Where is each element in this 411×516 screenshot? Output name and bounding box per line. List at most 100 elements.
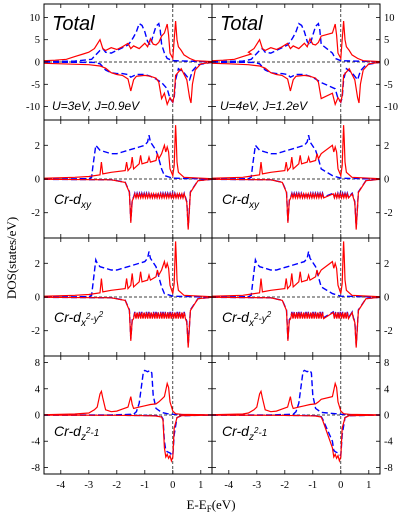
blue-spin-up-series [212, 251, 380, 298]
orbital-label-main: Cr-d [222, 309, 250, 325]
y-tick-label: 0 [35, 293, 40, 304]
orbital-label-mid: -y [258, 314, 267, 325]
red-spin-up-series [212, 241, 380, 298]
blue-spin-up-series [44, 369, 212, 416]
panel-dxy-1: -2 0 2 Cr-dxy [31, 119, 213, 239]
orbital-label-main: Cr-d [222, 191, 250, 207]
orbital-label-sub: xy [80, 200, 92, 211]
y-tick-label: -2 [384, 326, 393, 337]
orbital-label-sup: 2 [253, 426, 259, 435]
y-tick-label: 2 [384, 259, 389, 270]
red-spin-up-series [212, 125, 380, 180]
blue-spin-up-series [212, 135, 380, 180]
blue-spin-down-series [212, 414, 380, 458]
orbital-label-sub: xy [248, 200, 260, 211]
orbital-label-mid: -y [90, 314, 99, 325]
orbital-label-dx2y2: Cr-dx2-y2 [54, 309, 104, 329]
red-spin-up-series [44, 381, 212, 416]
series-group [212, 369, 380, 463]
red-spin-down-series [212, 296, 380, 348]
y-tick-label: 0 [35, 411, 40, 422]
y-tick-label: -2 [384, 208, 393, 219]
orbital-label-sub: x [80, 318, 87, 329]
series-group [44, 125, 212, 230]
red-spin-up-series [212, 20, 380, 63]
y-tick-label: 10 [30, 13, 41, 24]
series-group [44, 20, 212, 107]
x-axis-title-sub: F [207, 504, 212, 514]
blue-spin-up-series [44, 135, 212, 180]
orbital-label-dx2y2: Cr-dx2-y2 [222, 309, 272, 329]
y-tick-label: 4 [384, 384, 390, 395]
x-tick-label: 0 [170, 480, 175, 491]
x-tick-label: -4 [56, 480, 65, 491]
y-tick-label: 2 [35, 141, 40, 152]
orbital-label-dxy: Cr-dxy [222, 191, 260, 211]
orbital-label-tail: -1 [258, 428, 267, 439]
y-tick-label: 2 [35, 259, 40, 270]
y-tick-label: 8 [35, 358, 40, 369]
y-tick-label: 0 [35, 175, 40, 186]
y-tick-label: 8 [384, 358, 389, 369]
red-spin-down-series [212, 178, 380, 230]
x-tick-label: -1 [308, 480, 317, 491]
x-tick-label: 1 [366, 480, 371, 491]
y-tick-label: 5 [384, 35, 389, 46]
red-spin-down-series [44, 178, 212, 230]
orbital-label-sup: 2 [98, 310, 104, 319]
y-tick-label: -10 [26, 102, 40, 113]
y-tick-label: -2 [31, 208, 40, 219]
series-group [44, 369, 212, 463]
blue-spin-up-series [212, 369, 380, 416]
y-tick-label: 5 [35, 35, 40, 46]
y-tick-label: 0 [384, 411, 389, 422]
orbital-label-sub: z [80, 432, 86, 443]
x-axis-title-unit: (eV) [212, 497, 236, 512]
orbital-label-sup: 2 [85, 312, 91, 321]
red-spin-down-series [212, 414, 380, 463]
red-spin-down-series [212, 61, 380, 107]
y-tick-label: -10 [384, 102, 398, 113]
orbital-label-sub: z [248, 432, 254, 443]
x-tick-label: -1 [140, 480, 149, 491]
panel-total-2: -10 -5 0 5 10 Total U=4eV, J=1.2eV [211, 3, 398, 121]
panel-dxy-2: -2 0 2 Cr-dxy [211, 119, 393, 239]
x-tick-label: -4 [224, 480, 233, 491]
orbital-label-dz2: Cr-dz2-1 [222, 423, 267, 443]
series-group [212, 241, 380, 348]
y-tick-label: 0 [384, 293, 389, 304]
panel-total-1: -10 -5 0 5 10 Total U=3eV, J=0.9eV [26, 3, 213, 121]
x-tick-label: 0 [338, 480, 343, 491]
series-group [212, 20, 380, 107]
series-group [212, 125, 380, 230]
interaction-parameters-label: U=3eV, J=0.9eV [52, 99, 140, 113]
x-tick-label: 1 [198, 480, 203, 491]
orbital-label-main: Cr-d [222, 423, 250, 439]
y-tick-label: 10 [384, 13, 395, 24]
y-tick-label: -4 [31, 437, 40, 448]
y-tick-label: -8 [384, 463, 393, 474]
panel-title-total: Total [220, 13, 263, 35]
orbital-label-sup: 2 [253, 312, 259, 321]
orbital-label-dz2: Cr-dz2-1 [54, 423, 99, 443]
y-axis-title: DOS(states/eV) [4, 217, 19, 299]
blue-spin-down-series [44, 414, 212, 458]
x-tick-label: -3 [252, 480, 261, 491]
x-tick-label: -3 [84, 480, 93, 491]
x-axis-title: E-EF(eV) [186, 497, 235, 514]
panel-title-total: Total [52, 13, 95, 35]
y-tick-label: -8 [31, 463, 40, 474]
red-spin-up-series [44, 241, 212, 298]
x-tick-label: -2 [112, 480, 121, 491]
red-spin-up-series [44, 125, 212, 180]
orbital-label-sub: x [248, 318, 255, 329]
red-spin-up-series [44, 20, 212, 63]
orbital-label-sup: 2 [85, 426, 91, 435]
y-tick-label: 0 [35, 58, 40, 69]
